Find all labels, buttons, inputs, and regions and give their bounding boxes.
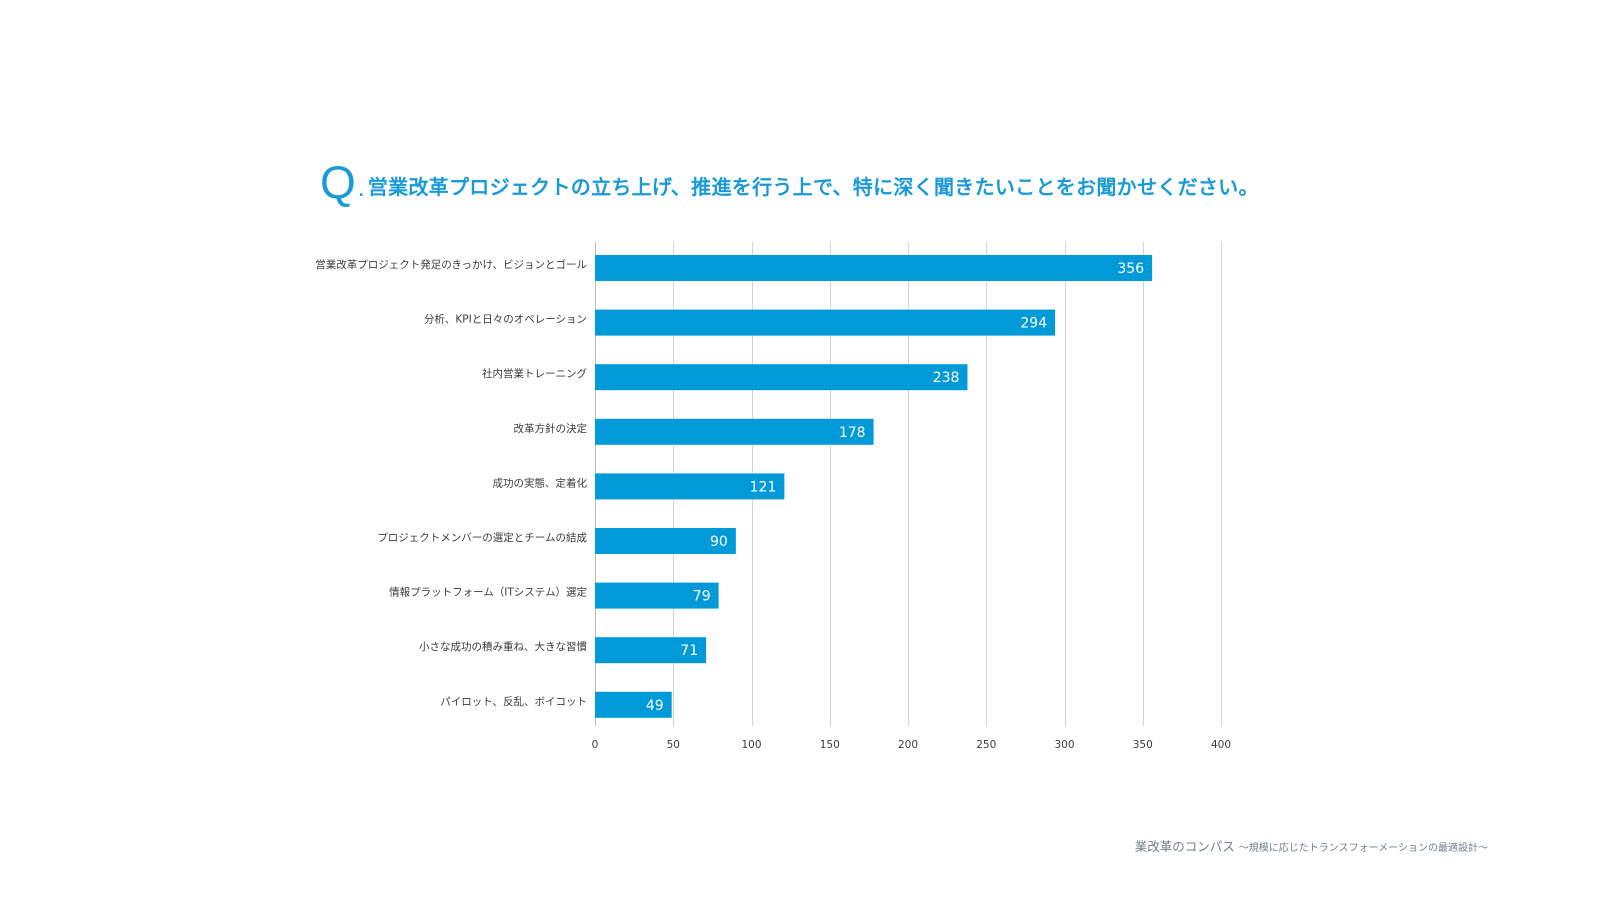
x-tick-label-100: 100	[741, 739, 761, 751]
bar-9	[595, 691, 672, 718]
bars	[595, 255, 1153, 718]
x-tick-label-150: 150	[820, 739, 840, 751]
value-label-1: 356	[1117, 261, 1144, 277]
value-label-9: 49	[646, 698, 664, 714]
value-label-3: 238	[933, 370, 960, 386]
x-axis-ticks: 0 50 100 150 200 250 300 350 400	[592, 739, 1231, 751]
x-tick-label-250: 250	[976, 739, 996, 751]
question-mark: Q	[320, 156, 356, 208]
footer-subtitle: ～規模に応じたトランスフォーメーションの最適設計～	[1238, 843, 1488, 854]
category-label-4: 改革方針の決定	[514, 422, 588, 435]
x-tick-label-400: 400	[1211, 739, 1231, 751]
category-label-1: 営業改革プロジェクト発足のきっかけ、ビジョンとゴール	[315, 258, 587, 271]
bar-8	[595, 637, 707, 664]
category-label-7: 情報プラットフォーム（ITシステム）選定	[389, 586, 587, 599]
category-label-6: プロジェクトメンバーの選定とチームの結成	[377, 531, 587, 544]
category-label-2: 分析、KPIと日々のオペレーション	[424, 313, 587, 326]
question-text: 営業改革プロジェクトの立ち上げ、推進を行う上で、特に深く聞きたいことをお聞かせく…	[367, 175, 1259, 199]
footer-title: 業改革のコンパス	[1134, 839, 1235, 854]
category-labels: 営業改革プロジェクト発足のきっかけ、ビジョンとゴール分析、KPIと日々のオペレー…	[315, 258, 587, 708]
bar-3	[595, 364, 968, 391]
value-label-6: 90	[710, 534, 728, 550]
x-tick-label-300: 300	[1054, 739, 1074, 751]
x-tick-label-200: 200	[898, 739, 918, 751]
bar-6	[595, 528, 736, 554]
x-tick-label-350: 350	[1133, 739, 1153, 751]
category-label-3: 社内営業トレーニング	[482, 367, 587, 380]
value-label-5: 121	[750, 479, 777, 495]
footer: 業改革のコンパス ～規模に応じたトランスフォーメーションの最適設計～	[1135, 836, 1488, 855]
bar-7	[595, 582, 719, 609]
category-label-9: パイロット、反乱、ボイコット	[440, 696, 587, 708]
value-label-2: 294	[1020, 316, 1047, 332]
value-label-7: 79	[693, 589, 711, 605]
value-label-8: 71	[680, 643, 698, 659]
bar-5	[595, 473, 785, 500]
category-label-5: 成功の実態、定着化	[493, 476, 588, 489]
x-tick-label-50: 50	[667, 739, 680, 751]
category-label-8: 小さな成功の積み重ね、大きな習慣	[419, 640, 587, 653]
x-tick-label-0: 0	[592, 739, 599, 751]
bar-2	[595, 309, 1056, 336]
bar-1	[595, 255, 1153, 281]
value-labels: 356 294 238 178 121 90 79 71 49	[646, 261, 1144, 714]
bar-4	[595, 418, 874, 445]
question-heading: Q . 営業改革プロジェクトの立ち上げ、推進を行う上で、特に深く聞きたいことをお…	[320, 156, 1259, 208]
question-dot: .	[357, 177, 365, 202]
value-label-4: 178	[839, 425, 866, 441]
